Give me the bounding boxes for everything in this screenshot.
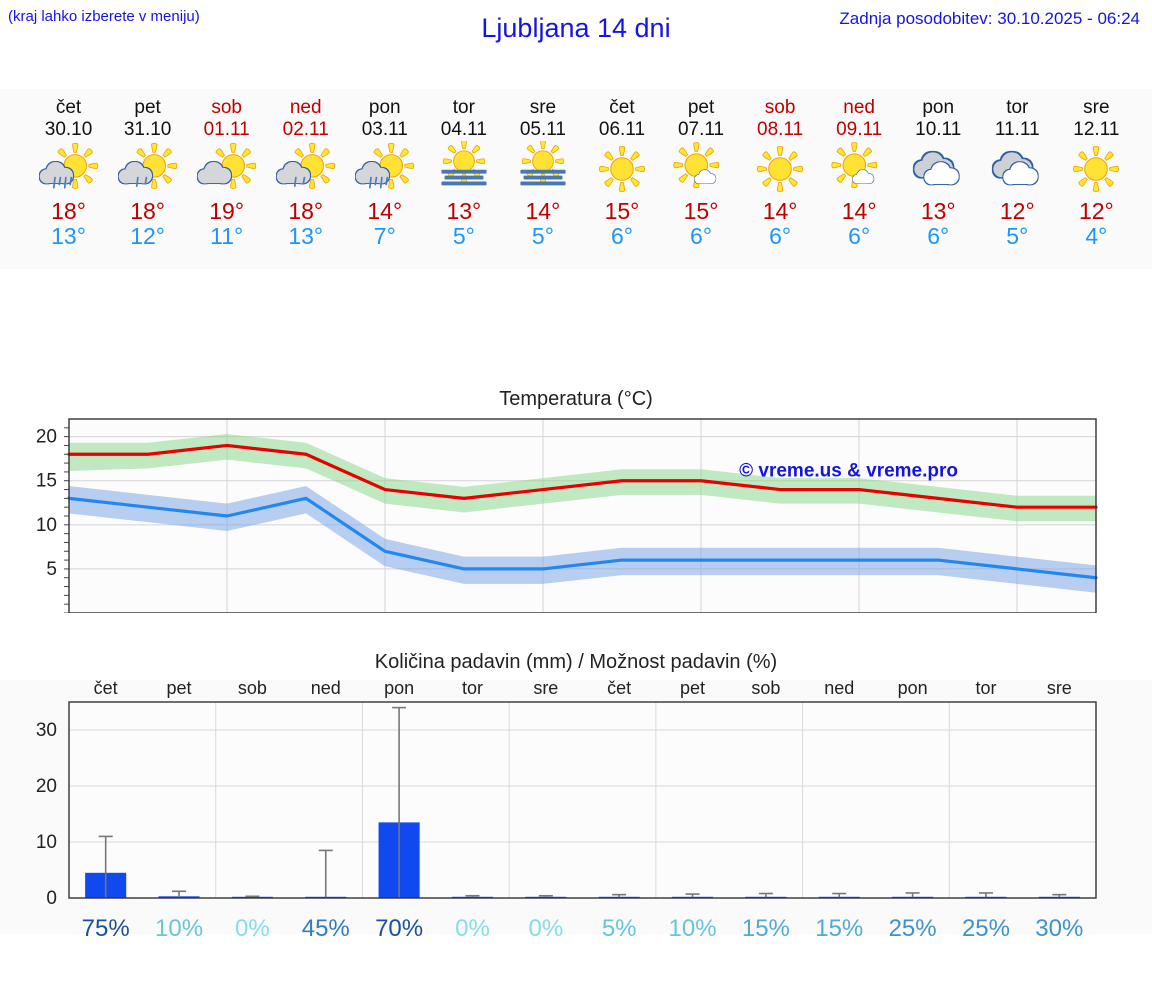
svg-text:© vreme.us & vreme.pro: © vreme.us & vreme.pro xyxy=(739,460,958,481)
svg-text:25%: 25% xyxy=(889,915,937,942)
svg-text:pon: pon xyxy=(898,680,928,698)
svg-text:pet: pet xyxy=(167,680,192,698)
svg-text:15: 15 xyxy=(36,471,57,492)
svg-text:tor: tor xyxy=(462,680,483,698)
svg-text:10%: 10% xyxy=(669,915,717,942)
svg-text:15%: 15% xyxy=(742,915,790,942)
svg-text:0%: 0% xyxy=(528,915,563,942)
svg-text:10: 10 xyxy=(36,515,57,536)
svg-text:ned: ned xyxy=(311,680,341,698)
svg-text:70%: 70% xyxy=(375,915,423,942)
svg-text:10%: 10% xyxy=(155,915,203,942)
svg-text:sob: sob xyxy=(238,680,267,698)
svg-text:10: 10 xyxy=(36,832,57,853)
svg-text:20: 20 xyxy=(36,427,57,448)
svg-text:5: 5 xyxy=(46,559,57,580)
svg-text:20: 20 xyxy=(36,776,57,797)
svg-text:5%: 5% xyxy=(602,915,637,942)
svg-text:0%: 0% xyxy=(455,915,490,942)
svg-text:čet: čet xyxy=(94,680,118,698)
svg-text:sre: sre xyxy=(533,680,558,698)
svg-text:75%: 75% xyxy=(82,915,130,942)
svg-text:30%: 30% xyxy=(1035,915,1083,942)
svg-text:ned: ned xyxy=(824,680,854,698)
svg-text:tor: tor xyxy=(975,680,996,698)
svg-text:15%: 15% xyxy=(815,915,863,942)
svg-text:čet: čet xyxy=(607,680,631,698)
svg-text:sre: sre xyxy=(1047,680,1072,698)
svg-text:25%: 25% xyxy=(962,915,1010,942)
svg-text:sob: sob xyxy=(751,680,780,698)
svg-text:0%: 0% xyxy=(235,915,270,942)
svg-text:30: 30 xyxy=(36,720,57,741)
svg-text:pon: pon xyxy=(384,680,414,698)
svg-text:0: 0 xyxy=(46,888,57,909)
svg-text:pet: pet xyxy=(680,680,705,698)
svg-text:45%: 45% xyxy=(302,915,350,942)
